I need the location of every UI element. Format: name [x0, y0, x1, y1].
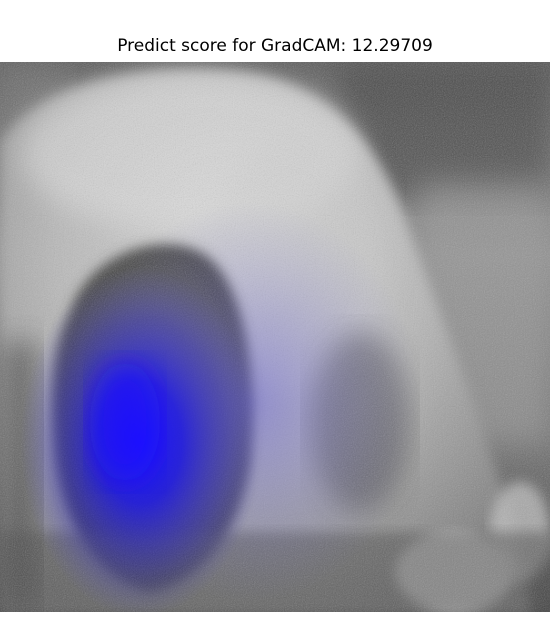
figure-title: Predict score for GradCAM: 12.29709	[117, 36, 433, 56]
gradcam-overlay-svg	[0, 62, 550, 612]
gradcam-image	[0, 62, 550, 612]
